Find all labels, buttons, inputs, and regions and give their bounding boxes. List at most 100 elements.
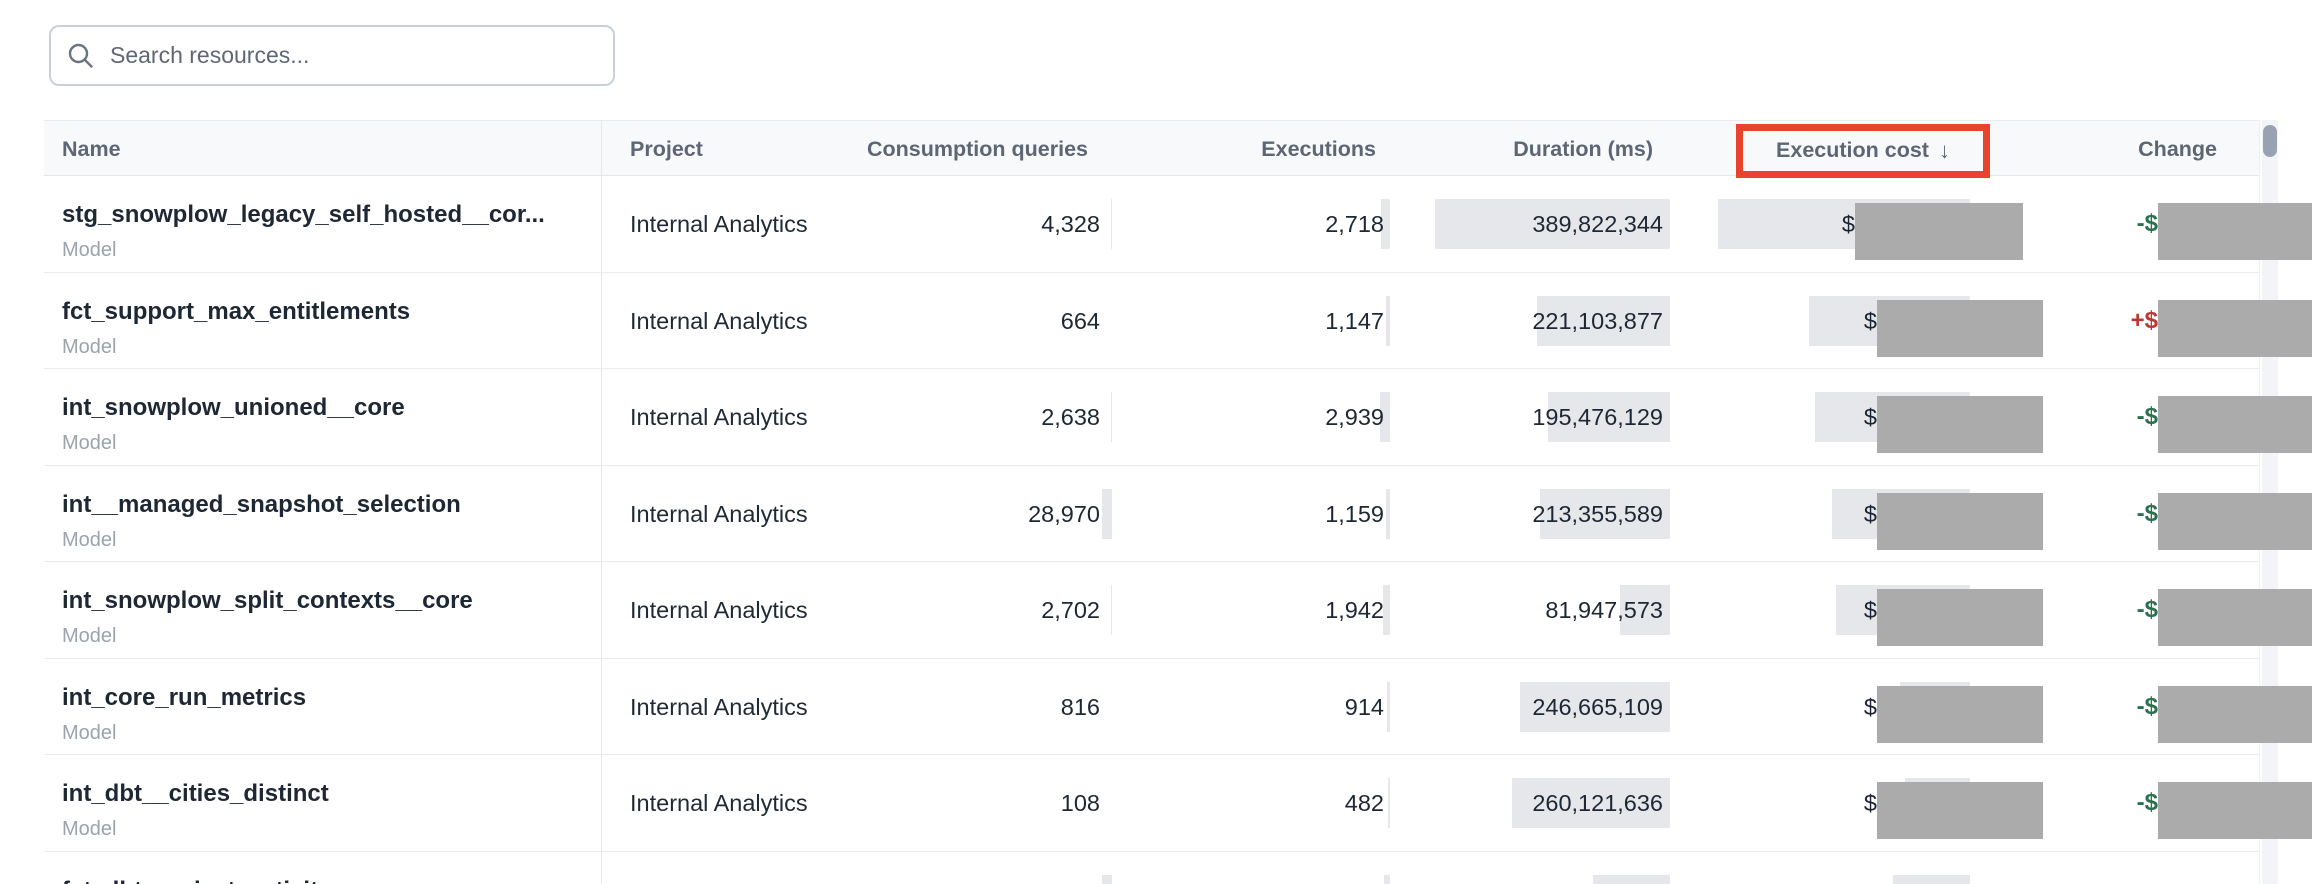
column-header-consumption-queries[interactable]: Consumption queries <box>867 137 1088 161</box>
consumption-queries-bar <box>1102 488 1112 539</box>
column-header-executions[interactable]: Executions <box>1261 137 1376 161</box>
column-header-name[interactable]: Name <box>62 137 121 161</box>
resource-type-label: Model <box>62 335 117 358</box>
scrollbar-thumb[interactable] <box>2263 125 2277 157</box>
duration-bar <box>1537 295 1670 346</box>
table-row[interactable]: fct_support_max_entitlements Model Inter… <box>0 273 2312 370</box>
annotation-highlight-box: Execution cost ↓ <box>1736 124 1990 178</box>
duration-bar <box>1520 681 1670 732</box>
executions-bar <box>1380 392 1390 442</box>
search-input[interactable] <box>108 41 597 70</box>
resource-name[interactable]: int_dbt__cities_distinct <box>62 780 329 807</box>
duration-value: 213,355,589 <box>1532 500 1663 527</box>
executions-bar <box>1386 295 1390 346</box>
duration-bar <box>1593 874 1670 884</box>
column-header-duration[interactable]: Duration (ms) <box>1513 137 1653 161</box>
execution-cost-bar <box>1893 874 1970 884</box>
change-redacted-value <box>2158 299 2312 357</box>
resource-name[interactable]: int_snowplow_split_contexts__core <box>62 587 473 614</box>
consumption-queries-bar <box>1111 199 1112 249</box>
duration-bar <box>1620 585 1670 635</box>
table-header: Name Project Consumption queries Executi… <box>44 120 2259 178</box>
change-prefix: +$ <box>2130 306 2158 334</box>
consumption-queries-value: 664 <box>1060 307 1100 334</box>
resource-name[interactable]: fct_dbt_project_activity <box>62 877 331 884</box>
duration-value: 195,476,129 <box>1532 404 1663 430</box>
duration-value: 81,947,573 <box>1545 597 1663 623</box>
consumption-queries-value: 816 <box>1060 693 1100 720</box>
execution-cost-currency-prefix: $ <box>1863 404 1877 430</box>
execution-cost-currency-prefix: $ <box>1863 790 1877 816</box>
resource-type-label: Model <box>62 432 117 454</box>
consumption-queries-value: 108 <box>1060 790 1100 816</box>
executions-value: 1,942 <box>1325 597 1384 623</box>
resource-name[interactable]: fct_support_max_entitlements <box>62 297 411 325</box>
execution-cost-redacted-value <box>1855 203 2023 260</box>
execution-cost-redacted-value <box>1877 299 2043 357</box>
resource-name[interactable]: int__managed_snapshot_selection <box>62 490 461 518</box>
search-box[interactable] <box>49 25 615 86</box>
resource-type-label: Model <box>62 528 117 551</box>
table-body: stg_snowplow_legacy_self_hosted__cor... … <box>0 176 2312 884</box>
consumption-queries-value: 2,702 <box>1041 597 1100 623</box>
table-row[interactable]: int_snowplow_unioned__core Model Interna… <box>0 369 2312 466</box>
execution-cost-redacted-value <box>1877 782 2043 839</box>
executions-value: 1,147 <box>1325 307 1384 334</box>
change-prefix: -$ <box>2136 596 2158 623</box>
duration-bar <box>1540 488 1670 539</box>
project-cell: Internal Analytics <box>630 211 808 237</box>
resource-type-label: Model <box>62 625 117 647</box>
execution-cost-redacted-value <box>1877 685 2043 743</box>
execution-cost-currency-prefix: $ <box>1841 211 1855 237</box>
project-cell: Internal Analytics <box>630 500 808 527</box>
executions-bar <box>1386 488 1390 539</box>
change-redacted-value <box>2158 203 2312 260</box>
executions-bar <box>1383 585 1390 635</box>
change-redacted-value <box>2158 685 2312 743</box>
consumption-queries-bar <box>1111 392 1112 442</box>
resource-name[interactable]: int_snowplow_unioned__core <box>62 394 405 421</box>
duration-value: 260,121,636 <box>1532 790 1663 816</box>
table-row[interactable]: int_core_run_metrics Model Internal Anal… <box>0 659 2312 756</box>
change-prefix: -$ <box>2136 692 2158 720</box>
change-redacted-value <box>2158 396 2312 453</box>
duration-bar <box>1512 778 1670 828</box>
execution-cost-redacted-value <box>1877 589 2043 646</box>
duration-bar <box>1548 392 1670 442</box>
table-row[interactable]: int__managed_snapshot_selection Model In… <box>0 466 2312 563</box>
consumption-queries-value: 4,328 <box>1041 211 1100 237</box>
executions-value: 2,718 <box>1325 211 1384 237</box>
resource-type-label: Model <box>62 818 117 840</box>
column-divider <box>601 120 602 884</box>
table-row[interactable]: int_dbt__cities_distinct Model Internal … <box>0 755 2312 852</box>
table-row[interactable]: stg_snowplow_legacy_self_hosted__cor... … <box>0 176 2312 273</box>
column-header-project[interactable]: Project <box>630 137 703 161</box>
execution-cost-currency-prefix: $ <box>1863 693 1877 720</box>
executions-value: 1,159 <box>1325 500 1384 527</box>
change-prefix: -$ <box>2136 789 2158 816</box>
executions-bar <box>1387 681 1390 732</box>
column-header-execution-cost[interactable]: Execution cost <box>1776 138 1929 163</box>
duration-value: 246,665,109 <box>1532 693 1663 720</box>
column-header-change[interactable]: Change <box>2138 137 2217 161</box>
executions-value: 482 <box>1344 790 1384 816</box>
project-cell: Internal Analytics <box>630 790 808 816</box>
resource-name[interactable]: int_core_run_metrics <box>62 683 307 711</box>
executions-value: 2,939 <box>1325 404 1384 430</box>
change-redacted-value <box>2158 492 2312 550</box>
change-prefix: -$ <box>2136 499 2158 527</box>
table-row[interactable]: fct_dbt_project_activity <box>0 852 2312 884</box>
sort-descending-icon[interactable]: ↓ <box>1938 138 1950 163</box>
execution-cost-redacted-value <box>1877 492 2043 550</box>
executions-value: 914 <box>1344 693 1384 720</box>
executions-bar <box>1388 778 1390 828</box>
executions-bar <box>1381 199 1390 249</box>
change-prefix: -$ <box>2136 403 2158 430</box>
project-cell: Internal Analytics <box>630 307 808 334</box>
execution-cost-redacted-value <box>1877 396 2043 453</box>
project-cell: Internal Analytics <box>630 597 808 623</box>
execution-cost-currency-prefix: $ <box>1863 307 1877 334</box>
duration-bar <box>1435 199 1670 249</box>
table-row[interactable]: int_snowplow_split_contexts__core Model … <box>0 562 2312 659</box>
resource-name[interactable]: stg_snowplow_legacy_self_hosted__cor... <box>62 201 545 228</box>
